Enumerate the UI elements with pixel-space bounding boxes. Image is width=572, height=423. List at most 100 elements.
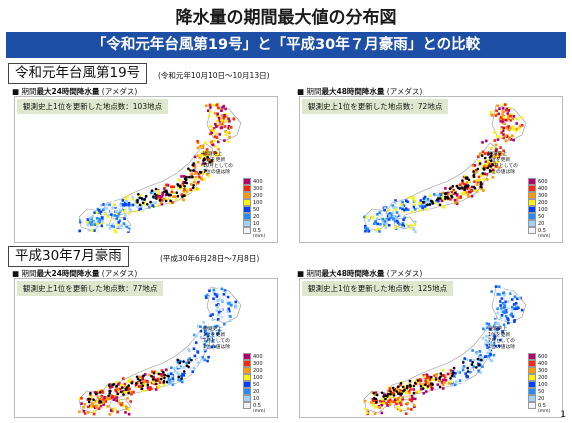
- station-square: [426, 379, 429, 382]
- station-square: [485, 178, 489, 181]
- station-square: [222, 104, 226, 108]
- station-square: [177, 362, 181, 366]
- station-square: [501, 113, 504, 116]
- station-square: [478, 358, 481, 361]
- station-square: [502, 318, 505, 322]
- station-square: [198, 175, 201, 179]
- station-square: [408, 398, 412, 401]
- station-square: [419, 379, 423, 382]
- station-square: [220, 119, 223, 122]
- station-square: [373, 412, 377, 415]
- station-square: [217, 140, 220, 144]
- station-square: [501, 286, 504, 290]
- station-square: [206, 334, 210, 337]
- station-square: [501, 302, 505, 305]
- station-square: [115, 390, 119, 393]
- station-square: [470, 368, 473, 371]
- station-square: [468, 180, 471, 183]
- station-square: [123, 382, 127, 386]
- station-square: [369, 229, 372, 232]
- station-square: [157, 385, 160, 389]
- station-square: [215, 103, 219, 107]
- station-square: [220, 114, 224, 117]
- station-square: [510, 113, 513, 116]
- station-square: [501, 330, 504, 333]
- station-square: [433, 374, 436, 377]
- record-marker: [478, 162, 482, 165]
- station-square: [207, 337, 211, 341]
- station-square: [479, 354, 482, 357]
- station-square: [209, 314, 212, 318]
- record-marker: [391, 386, 395, 390]
- station-square: [515, 307, 519, 310]
- station-square: [492, 171, 495, 174]
- station-square: [216, 299, 219, 302]
- record-marker: [461, 179, 464, 182]
- station-square: [384, 226, 388, 230]
- station-square: [464, 362, 468, 365]
- station-square: [509, 107, 512, 110]
- record-marker: [163, 373, 167, 377]
- station-square: [385, 216, 388, 220]
- station-square: [481, 365, 484, 369]
- record-marker: [372, 392, 376, 395]
- station-square: [515, 122, 518, 125]
- station-square: [420, 204, 424, 208]
- legend-unit: (mm): [253, 234, 266, 239]
- station-square: [400, 215, 404, 218]
- station-square: [371, 404, 375, 407]
- station-square: [483, 328, 487, 332]
- station-square: [512, 128, 515, 131]
- station-square: [194, 365, 198, 369]
- station-square: [202, 170, 206, 174]
- station-square: [500, 307, 503, 310]
- station-square: [490, 169, 494, 173]
- station-square: [447, 382, 451, 385]
- station-square: [453, 375, 456, 378]
- station-square: [94, 225, 97, 229]
- station-square: [485, 139, 488, 143]
- legend-swatch: [243, 367, 251, 374]
- station-square: [141, 377, 144, 381]
- record-marker: [386, 395, 389, 398]
- station-square: [374, 219, 378, 223]
- station-square: [160, 196, 163, 199]
- station-square: [113, 396, 116, 400]
- station-square: [116, 388, 120, 391]
- station-square: [520, 308, 524, 312]
- station-square: [198, 156, 202, 160]
- station-square: [225, 115, 228, 119]
- station-square: [416, 205, 420, 209]
- precip-legend: 600 400 300 200 100 50 20 0.5 (mm): [528, 178, 558, 239]
- station-square: [220, 308, 223, 312]
- station-square: [157, 379, 160, 382]
- station-square: [182, 366, 186, 369]
- station-square: [381, 221, 385, 224]
- station-square: [395, 402, 398, 406]
- station-square: [374, 405, 377, 409]
- station-square: [183, 371, 186, 374]
- record-marker: [472, 173, 476, 177]
- station-square: [148, 373, 151, 377]
- record-marker: [386, 392, 390, 396]
- legend-label: 50: [538, 213, 545, 220]
- station-square: [454, 372, 457, 375]
- station-square: [125, 200, 128, 203]
- station-square: [412, 227, 415, 230]
- panel-heading: ■ 期間最大24時間降水量 (アメダス): [12, 87, 138, 96]
- station-square: [165, 377, 168, 381]
- annotation-line: 1位の値は除: [203, 170, 231, 175]
- station-square: [185, 187, 188, 191]
- station-square: [207, 326, 210, 330]
- record-marker: [470, 363, 474, 366]
- station-square: [210, 345, 214, 349]
- station-square: [502, 115, 505, 119]
- record-marker: [187, 361, 191, 364]
- station-square: [116, 410, 119, 414]
- station-square: [213, 139, 216, 143]
- station-square: [117, 222, 120, 226]
- station-square: [422, 392, 426, 395]
- station-square: [177, 373, 181, 377]
- station-square: [499, 117, 502, 121]
- station-square: [204, 325, 207, 329]
